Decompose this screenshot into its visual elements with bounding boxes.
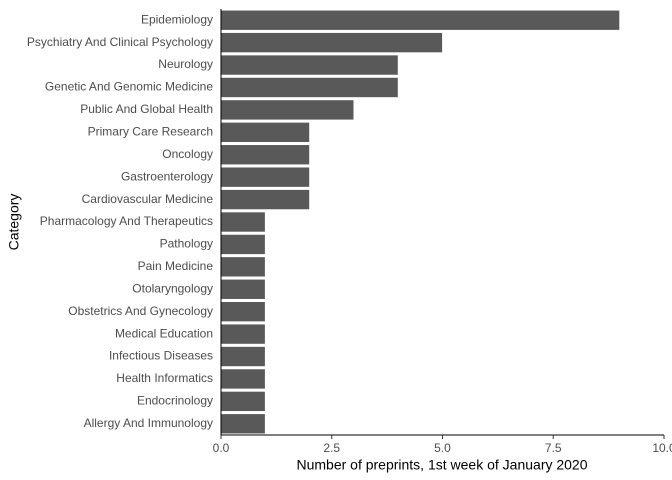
y-axis-title: Category	[6, 194, 22, 251]
y-tick-label: Epidemiology	[141, 12, 213, 26]
bar	[220, 256, 266, 278]
bar	[220, 76, 399, 98]
x-tick-label: 10.0	[652, 441, 672, 455]
y-tick-label: Allergy And Immunology	[84, 416, 213, 430]
bar	[220, 323, 266, 345]
bar	[220, 301, 266, 323]
bar	[220, 99, 355, 121]
bar	[220, 390, 266, 412]
y-tick-label: Primary Care Research	[88, 124, 213, 138]
y-tick-label: Obstetrics And Gynecology	[68, 304, 213, 318]
bar	[220, 166, 310, 188]
bar	[220, 144, 310, 166]
bar	[220, 278, 266, 300]
y-tick-label: Genetic And Genomic Medicine	[45, 80, 213, 94]
y-tick-label: Health Informatics	[116, 371, 213, 385]
bar	[220, 32, 443, 54]
bar	[220, 9, 621, 31]
x-tick-label: 2.5	[323, 441, 340, 455]
bar	[220, 368, 266, 390]
y-tick-label: Endocrinology	[137, 394, 213, 408]
x-axis-title: Number of preprints, 1st week of January…	[296, 457, 587, 473]
y-tick-label: Gastroenterology	[121, 169, 213, 183]
bar	[220, 233, 266, 255]
y-tick-label: Pathology	[160, 237, 213, 251]
bar	[220, 189, 310, 211]
bar	[220, 413, 266, 435]
y-tick-label: Public And Global Health	[80, 102, 213, 116]
x-tick-label: 5.0	[434, 441, 451, 455]
x-tick-label: 0.0	[213, 441, 230, 455]
y-tick-label: Medical Education	[115, 326, 213, 340]
y-tick-label: Oncology	[162, 147, 213, 161]
x-tick-label: 7.5	[545, 441, 562, 455]
y-tick-label: Cardiovascular Medicine	[82, 192, 214, 206]
bar	[220, 346, 266, 368]
y-tick-label: Neurology	[158, 57, 213, 71]
y-tick-label: Pharmacology And Therapeutics	[40, 214, 213, 228]
y-tick-label: Psychiatry And Clinical Psychology	[27, 35, 213, 49]
y-tick-label: Otolaryngology	[132, 281, 213, 295]
y-tick-label: Pain Medicine	[138, 259, 214, 273]
y-tick-label: Infectious Diseases	[109, 349, 213, 363]
bar	[220, 211, 266, 233]
bar	[220, 121, 310, 143]
bar	[220, 54, 399, 76]
